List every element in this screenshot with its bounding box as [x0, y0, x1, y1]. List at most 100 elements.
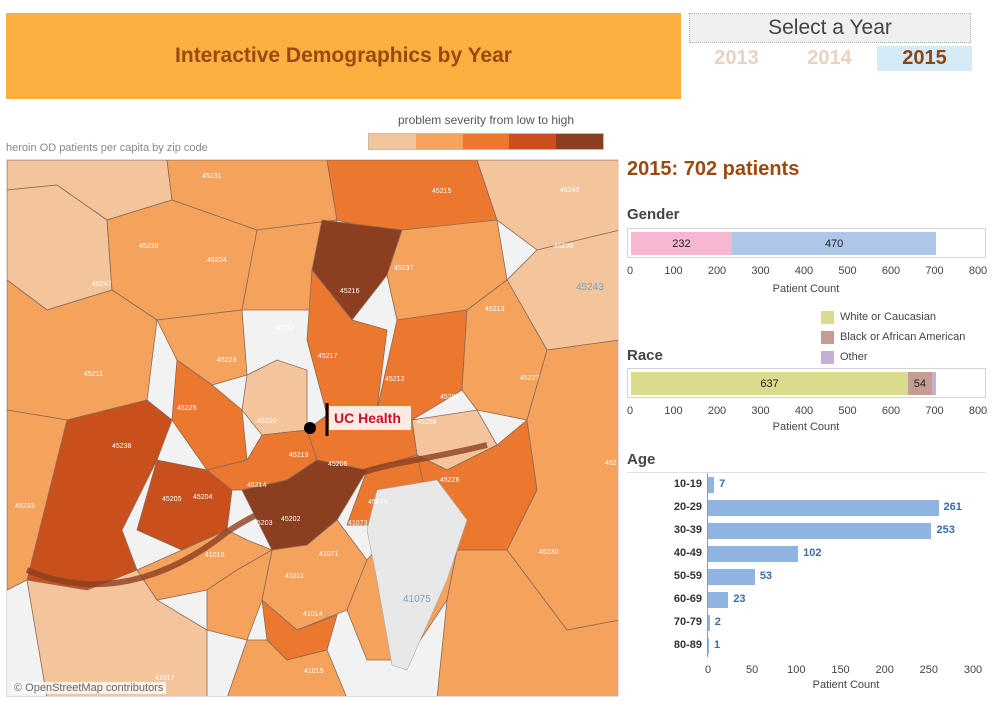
- race-title: Race: [627, 347, 663, 364]
- race-legend-swatch: [821, 310, 834, 324]
- title-banner: Interactive Demographics by Year: [6, 13, 681, 99]
- age-value-label: 7: [719, 478, 726, 490]
- zip-label: 45074: [368, 499, 388, 506]
- age-value-label: 1: [714, 639, 721, 651]
- zip-label: 45209: [440, 394, 460, 401]
- choropleth-map[interactable]: 45231 45215 45242 45239 45224 45236 4524…: [6, 159, 619, 697]
- zip-label: 41016: [205, 552, 225, 559]
- zip-label: 45237: [394, 265, 414, 272]
- race-legend: White or Caucasian Black or African Amer…: [821, 307, 965, 367]
- zip-label: 452: [605, 460, 617, 467]
- uc-health-marker[interactable]: [304, 422, 316, 434]
- zip-label: 45231: [202, 173, 222, 180]
- year-option-2014[interactable]: 2014: [807, 47, 852, 69]
- zip-label: 45223: [217, 357, 237, 364]
- map-attribution[interactable]: © OpenStreetMap contributors: [11, 682, 167, 694]
- zip-label: 45217: [318, 353, 338, 360]
- zip-label: 41073: [348, 520, 368, 527]
- age-bar[interactable]: [708, 546, 799, 562]
- gender-axis: Patient Count 0 100 200 300 400 500 600 700 800: [626, 263, 988, 299]
- race-segment-1[interactable]: 637: [631, 372, 909, 395]
- age-value-label: 2: [714, 616, 721, 628]
- age-bar[interactable]: [708, 615, 710, 631]
- age-value-label: 53: [759, 570, 773, 582]
- race-axis-title: Patient Count: [772, 421, 840, 433]
- age-bar[interactable]: [708, 523, 932, 539]
- zip-label: 45212: [385, 376, 405, 383]
- zip-label: 41071: [319, 551, 339, 558]
- age-bar[interactable]: [708, 500, 939, 516]
- unshaded-area: [366, 479, 468, 671]
- race-legend-label: Other: [840, 351, 868, 363]
- age-value-label: 102: [803, 547, 822, 559]
- zip-region[interactable]: [311, 219, 403, 321]
- race-segment-2[interactable]: 54: [908, 372, 932, 395]
- map-caption: heroin OD patients per capita by zip cod…: [6, 142, 208, 154]
- x-tick-label: 0: [626, 265, 634, 277]
- x-tick-label: 800: [968, 405, 988, 417]
- x-tick-label: 800: [968, 265, 988, 277]
- zip-region[interactable]: [436, 549, 619, 697]
- age-category-label: 80-89: [673, 639, 702, 651]
- zip-region[interactable]: [376, 309, 468, 421]
- gender-segment-2[interactable]: 470: [731, 232, 937, 255]
- severity-legend: [368, 133, 604, 150]
- age-x-tick-label: 0: [704, 664, 712, 676]
- zip-label: 45219: [289, 452, 309, 459]
- zip-label: 45226: [440, 477, 460, 484]
- race-legend-swatch: [821, 350, 834, 364]
- age-axis-title: Patient Count: [812, 679, 880, 691]
- age-category-label: 40-49: [673, 547, 702, 559]
- race-chart: 637 54: [627, 368, 986, 398]
- zip-label: 41017: [155, 675, 175, 682]
- zip-label: 45225: [177, 405, 197, 412]
- x-tick-label: 100: [664, 405, 683, 417]
- legend-swatch-2: [415, 134, 463, 149]
- zip-label: 45232: [275, 325, 295, 332]
- zip-label: 45242: [560, 187, 580, 194]
- zip-label: 45238: [112, 443, 132, 450]
- zip-label: 45214: [247, 482, 267, 489]
- race-legend-item-black[interactable]: Black or African American: [821, 327, 965, 347]
- year-option-2013[interactable]: 2013: [714, 47, 759, 69]
- age-bar[interactable]: [708, 569, 755, 585]
- gender-segment-1[interactable]: 232: [631, 232, 732, 255]
- age-category-label: 60-69: [673, 593, 702, 605]
- zip-label: 45230: [539, 549, 559, 556]
- race-legend-item-other[interactable]: Other: [821, 347, 965, 367]
- gender-axis-title: Patient Count: [772, 283, 840, 295]
- age-bar[interactable]: [708, 477, 715, 493]
- legend-swatch-3: [462, 134, 510, 149]
- age-bar[interactable]: [708, 638, 709, 654]
- race-legend-swatch: [821, 330, 834, 344]
- zip-region[interactable]: [7, 409, 68, 591]
- year-selector-header: Select a Year: [689, 13, 971, 43]
- legend-swatch-1: [369, 134, 416, 149]
- x-tick-label: 100: [664, 265, 683, 277]
- x-tick-label: 200: [707, 265, 727, 277]
- race-legend-item-white[interactable]: White or Caucasian: [821, 307, 965, 327]
- zip-label: 45236: [554, 243, 574, 250]
- age-value-label: 23: [733, 593, 746, 605]
- zip-label: 41075: [403, 594, 431, 605]
- zip-region[interactable]: [227, 639, 347, 697]
- zip-label: 45220: [257, 418, 277, 425]
- zip-label: 45208: [417, 419, 437, 426]
- zip-region[interactable]: [156, 309, 248, 386]
- x-tick-label: 700: [925, 265, 944, 277]
- zip-label: 45206: [328, 461, 348, 468]
- x-tick-label: 600: [881, 265, 901, 277]
- map-canvas[interactable]: 45231 45215 45242 45239 45224 45236 4524…: [7, 160, 619, 697]
- age-x-tick-label: 100: [787, 664, 806, 676]
- year-option-2015[interactable]: 2015: [877, 46, 972, 71]
- race-segment-3[interactable]: [931, 372, 937, 395]
- age-bar[interactable]: [708, 592, 729, 608]
- dashboard-title: Interactive Demographics by Year: [175, 44, 512, 67]
- zip-label: 45243: [576, 282, 604, 293]
- age-value-label: 261: [943, 501, 962, 513]
- gender-segment-2-label: 470: [824, 237, 844, 250]
- zip-label: 45227: [520, 375, 540, 382]
- zip-label: 45224: [207, 257, 227, 264]
- age-category-label: 30-39: [673, 524, 702, 536]
- gender-segment-1-label: 232: [672, 237, 691, 250]
